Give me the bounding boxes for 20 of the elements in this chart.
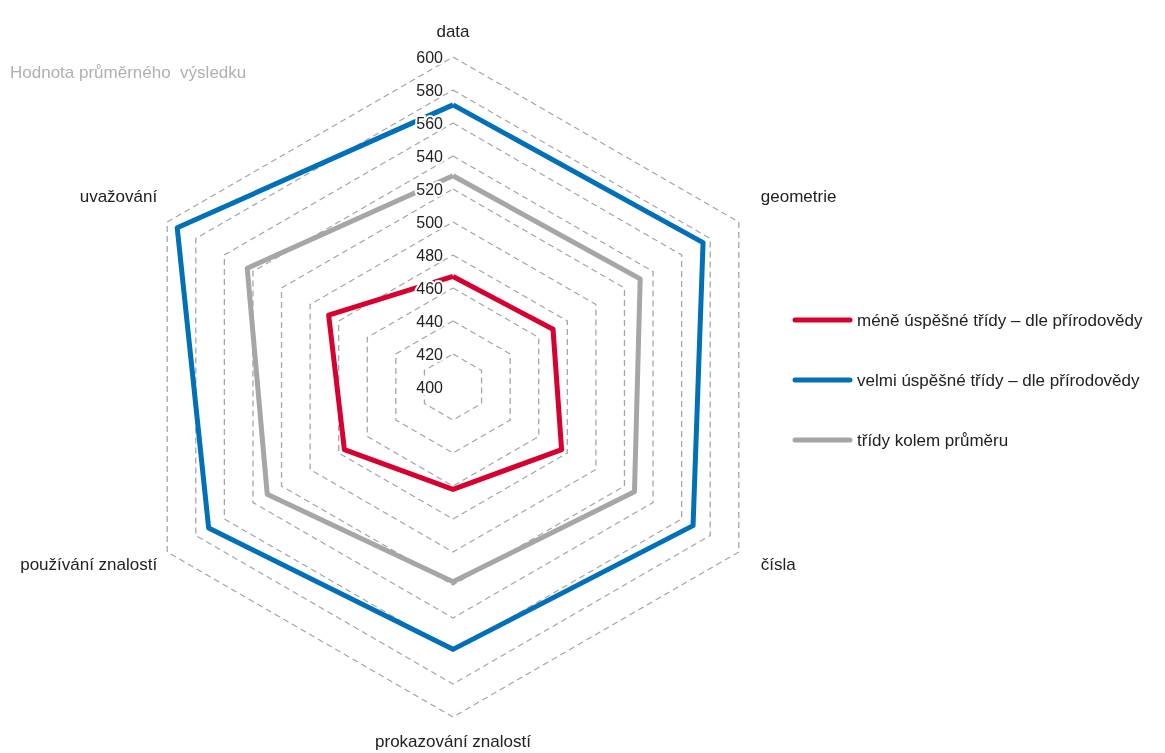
text: Hodnota průměrného výsledku — [10, 63, 247, 82]
spoke-label: prokazování znalostí — [375, 732, 532, 751]
legend-label: třídy kolem průměru — [857, 430, 1009, 450]
spoke-label: čísla — [760, 555, 797, 574]
y-tick-label: 500 — [416, 213, 444, 231]
y-tick-label: 560 — [416, 114, 444, 132]
y-tick-label: 520 — [416, 180, 444, 198]
y-tick-label: 400 — [416, 378, 444, 396]
legend-label: velmi úspěšné třídy – dle přírodovědy — [857, 370, 1141, 390]
y-tick-label: 440 — [416, 312, 444, 330]
y-tick-label: 540 — [416, 147, 444, 165]
y-tick-label: 580 — [416, 81, 444, 99]
spoke-label: uvažování — [79, 187, 158, 206]
y-tick-label: 600 — [416, 48, 444, 66]
y-tick-label: 420 — [416, 345, 444, 363]
spoke-label: používání znalostí — [20, 555, 158, 574]
spoke-label: geometrie — [760, 187, 837, 206]
spoke-label: data — [436, 22, 471, 41]
legend-label: méně úspěšné třídy – dle přírodovědy — [857, 310, 1143, 330]
y-tick-label: 480 — [416, 246, 444, 264]
